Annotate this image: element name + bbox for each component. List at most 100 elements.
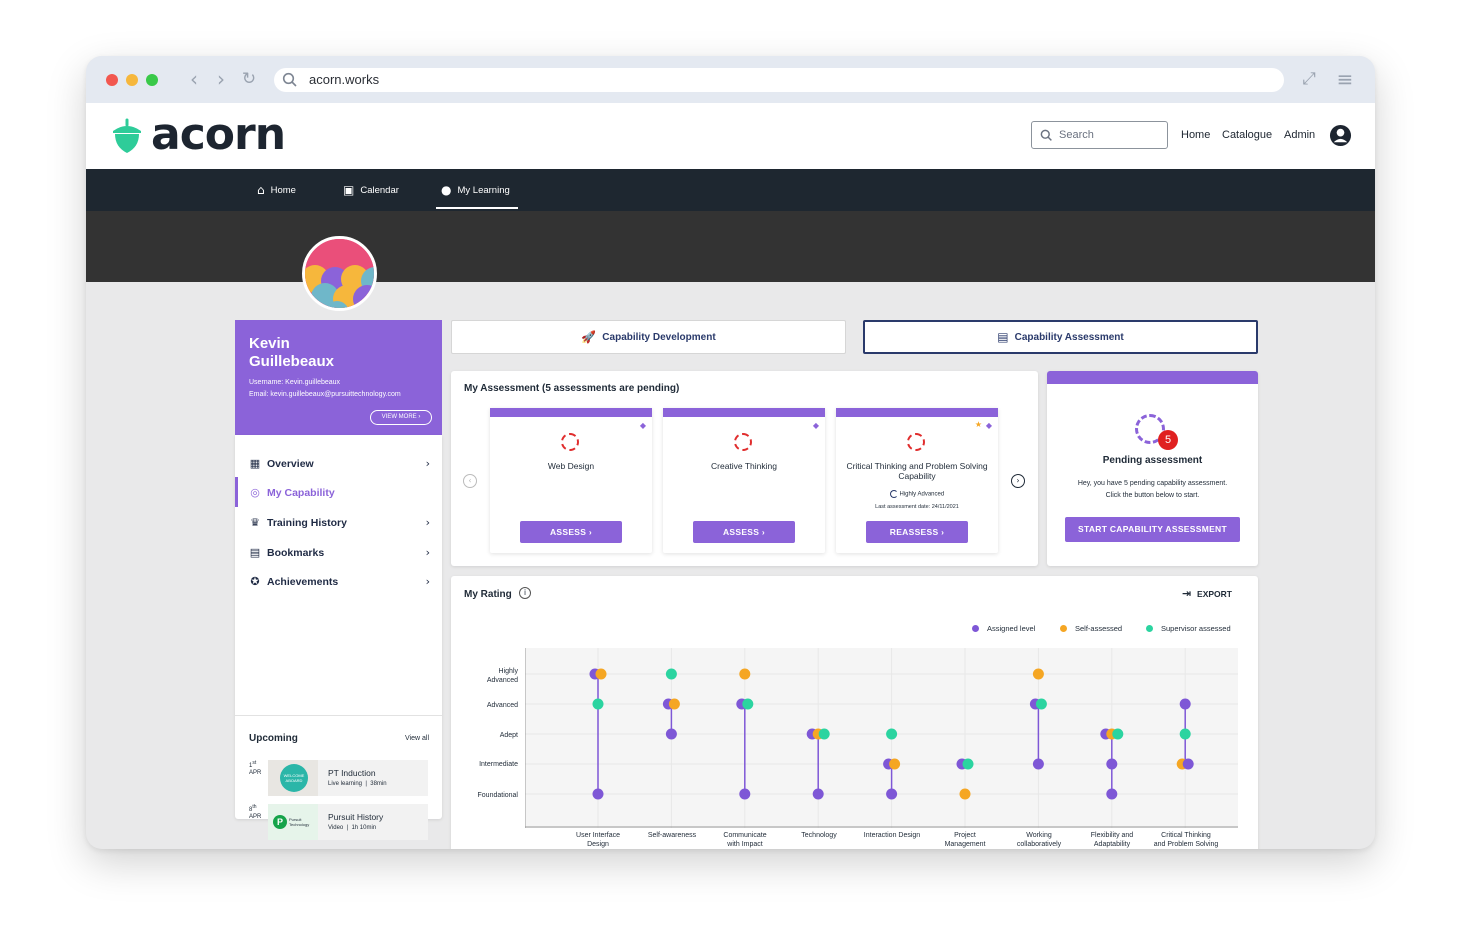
url-text: acorn.works <box>309 72 380 87</box>
event-day-suffix: th <box>252 804 257 810</box>
export-label: EXPORT <box>1197 588 1232 599</box>
assess-button[interactable]: ASSESS › <box>520 521 622 543</box>
tab-label: Capability Development <box>602 331 716 343</box>
data-point <box>812 788 824 800</box>
header-link-admin[interactable]: Admin <box>1284 129 1316 141</box>
divider <box>235 715 442 716</box>
forward-icon[interactable]: › <box>217 67 225 91</box>
legend-swatch <box>1060 625 1067 632</box>
upcoming-event-card[interactable]: P Pursuit Technology Pursuit History Vid… <box>268 804 428 840</box>
x-tick-label: Critical Thinking and Problem Solving <box>1153 832 1219 848</box>
event-date: 1st APR <box>249 760 261 777</box>
sidebar-item-my-capability[interactable]: ◎ My Capability <box>249 486 335 499</box>
legend-label: Supervisor assessed <box>1161 624 1231 633</box>
view-more-button[interactable]: VIEW MORE › <box>370 410 432 425</box>
assessment-title: My Assessment (5 assessments are pending… <box>464 383 680 394</box>
sidebar-item-achievements[interactable]: ✪ Achievements <box>249 575 338 588</box>
sidebar-item-label: Bookmarks <box>267 546 325 559</box>
start-assessment-button[interactable]: START CAPABILITY ASSESSMENT <box>1065 517 1240 542</box>
event-month: APR <box>249 814 262 820</box>
event-day: 1 <box>249 763 253 769</box>
x-tick-label: User Interface Design <box>576 832 620 848</box>
nav-item-my-learning[interactable]: ● My Learning <box>441 183 510 197</box>
sidebar-item-training-history[interactable]: ♛ Training History <box>249 516 347 529</box>
legend-self-assessed: Self-assessed <box>1060 624 1122 633</box>
event-day: 8 <box>249 807 253 813</box>
browser-window: ‹ › ↻ acorn.works ⤢ ≡ acorn Search Home <box>86 56 1375 849</box>
reassess-button[interactable]: REASSESS › <box>866 521 968 543</box>
x-tick-label: Interaction Design <box>863 832 921 839</box>
profile-banner <box>86 211 1375 282</box>
tab-capability-assessment[interactable]: ▤ Capability Assessment <box>863 320 1258 354</box>
view-all-link[interactable]: View all <box>405 735 429 742</box>
level-row: Highly Advanced <box>836 490 998 498</box>
carousel-prev-button[interactable]: ‹ <box>463 474 477 488</box>
data-point <box>1182 758 1194 770</box>
reload-icon[interactable]: ↻ <box>241 69 257 89</box>
sidebar: ▦ Overview › ◎ My Capability ♛ Training … <box>235 435 442 840</box>
assess-button[interactable]: ASSESS › <box>693 521 795 543</box>
pending-text-2: Click the button below to start. <box>1105 492 1200 499</box>
assessment-card-web-design[interactable]: ◆ Web Design ASSESS › <box>490 408 652 553</box>
event-thumbnail: P Pursuit Technology <box>268 804 318 840</box>
star-icon: ★ <box>974 420 982 429</box>
assessment-card-creative-thinking[interactable]: ◆ Creative Thinking ASSESS › <box>663 408 825 553</box>
address-bar[interactable]: acorn.works <box>274 68 1284 92</box>
clipboard-icon: ▤ <box>997 330 1009 344</box>
rating-chart <box>525 648 1238 828</box>
legend-swatch <box>1146 625 1153 632</box>
data-point <box>889 758 901 770</box>
y-tick-label: Advanced <box>486 702 518 709</box>
legend-assigned: Assigned level <box>972 624 1035 633</box>
maximize-dot-icon[interactable] <box>146 74 158 86</box>
data-point <box>1106 758 1118 770</box>
expand-icon[interactable]: ⤢ <box>1302 69 1316 89</box>
search-input[interactable]: Search <box>1031 121 1168 149</box>
close-dot-icon[interactable] <box>106 74 118 86</box>
profile-email: Email: kevin.guillebeaux@pursuittechnolo… <box>249 391 401 398</box>
tag-icon: ◆ <box>812 421 819 430</box>
last-assessment-date: Last assessment date: 24/11/2021 <box>875 504 959 510</box>
welcome-badge: WELCOME ABOARD <box>280 764 308 792</box>
avatar[interactable] <box>302 236 377 311</box>
card-top-bar <box>663 408 825 417</box>
nav-item-calendar[interactable]: ▣ Calendar <box>343 183 399 197</box>
progress-ring-icon <box>889 490 898 498</box>
tab-capability-development[interactable]: 🚀 Capability Development <box>451 320 846 354</box>
search-icon <box>282 72 297 87</box>
upcoming-event-card[interactable]: WELCOME ABOARD PT Induction Live learnin… <box>268 760 428 796</box>
target-icon: ◎ <box>250 486 260 499</box>
info-icon[interactable]: i <box>519 587 531 599</box>
data-point <box>665 728 677 740</box>
data-point <box>595 668 607 680</box>
profile-card: Kevin Guillebeaux Username: Kevin.guille… <box>235 320 442 435</box>
sidebar-item-bookmarks[interactable]: ▤ Bookmarks <box>249 546 324 559</box>
header-link-catalogue[interactable]: Catalogue <box>1222 129 1273 141</box>
chevron-right-icon: › <box>425 546 430 559</box>
minimize-dot-icon[interactable] <box>126 74 138 86</box>
assessment-card-critical-thinking[interactable]: ★ ◆ Critical Thinking and Problem Solvin… <box>836 408 998 553</box>
data-point <box>592 698 604 710</box>
acorn-logo-icon[interactable] <box>111 117 143 155</box>
rating-title: My Rating <box>464 589 512 600</box>
button-label: ASSESS <box>549 527 587 537</box>
account-icon[interactable] <box>1329 124 1352 147</box>
event-day-suffix: st <box>252 760 257 766</box>
x-tick-label: Working collaboratively <box>1016 832 1062 848</box>
sidebar-item-label: Training History <box>267 516 347 529</box>
export-button[interactable]: ⇥ EXPORT <box>1182 587 1232 600</box>
nav-item-home[interactable]: ⌂ Home <box>257 183 296 197</box>
menu-icon[interactable]: ≡ <box>1336 67 1354 91</box>
back-icon[interactable]: ‹ <box>190 67 198 91</box>
carousel-next-button[interactable]: › <box>1011 474 1025 488</box>
pending-count-badge: 5 <box>1158 430 1178 450</box>
main-nav: ⌂ Home ▣ Calendar ● My Learning <box>86 169 1375 211</box>
event-title: Pursuit History <box>328 812 384 822</box>
header-link-home[interactable]: Home <box>1181 129 1211 141</box>
card-top-bar <box>490 408 652 417</box>
legend-swatch <box>972 625 979 632</box>
brand-name[interactable]: acorn <box>151 109 286 160</box>
sidebar-item-overview[interactable]: ▦ Overview <box>249 457 314 470</box>
export-icon: ⇥ <box>1181 587 1192 600</box>
data-point <box>1032 758 1044 770</box>
